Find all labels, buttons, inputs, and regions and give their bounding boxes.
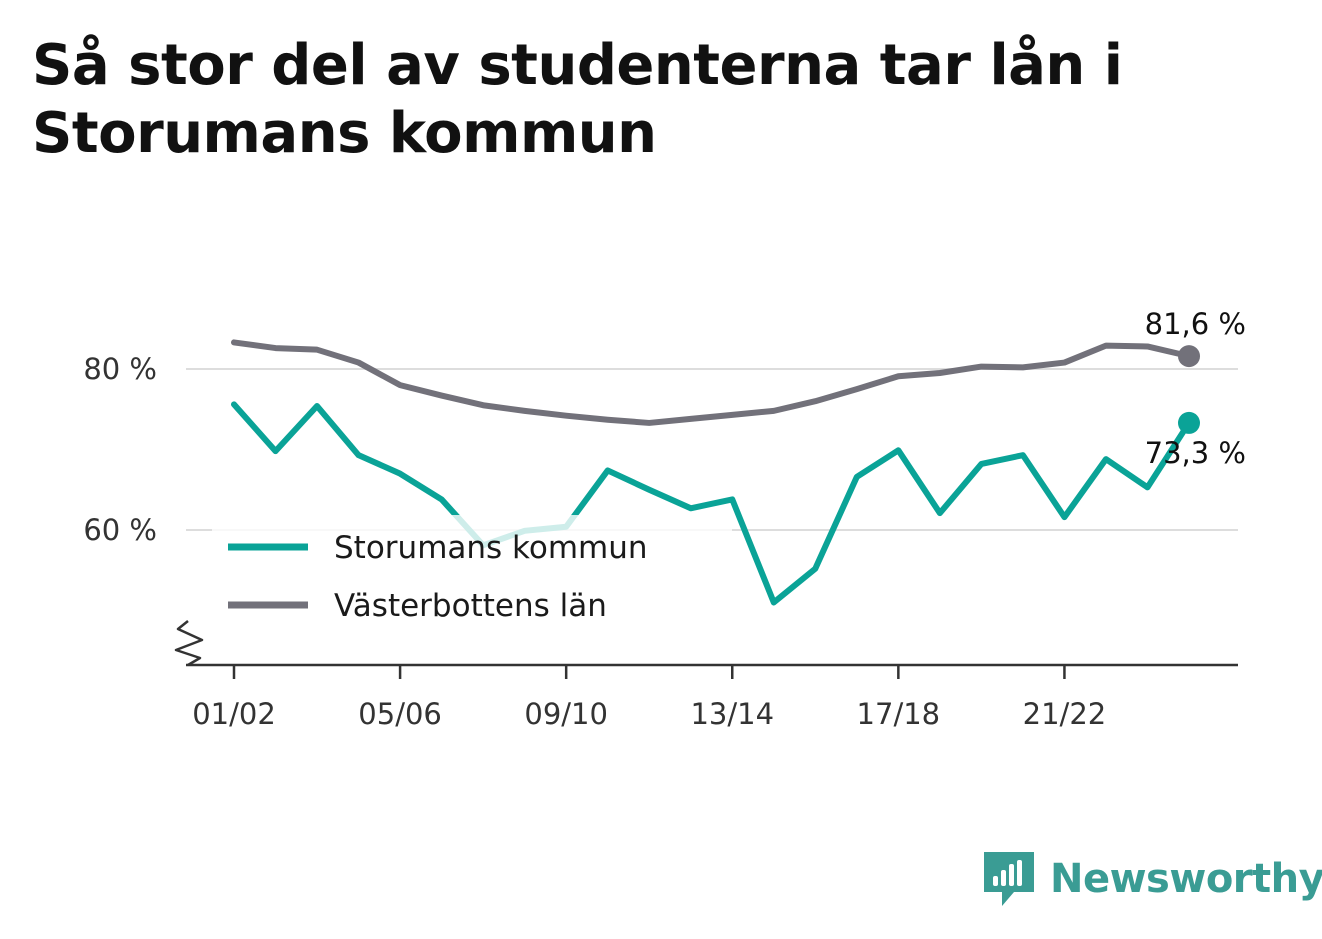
series-lines — [231, 339, 1192, 606]
legend-backdrop — [212, 515, 732, 630]
y-axis-labels: 60 % 80 % — [83, 352, 157, 547]
x-tick-label: 17/18 — [857, 697, 941, 731]
end-value-label: 81,6 % — [1145, 307, 1246, 341]
series-line — [231, 339, 1192, 426]
series-end-point — [1178, 345, 1200, 368]
chart-title: Så stor del av studenterna tar lån i Sto… — [32, 33, 1123, 166]
series-line — [231, 401, 1192, 606]
x-tick-label: 09/10 — [524, 697, 608, 731]
y-tick-label: 80 % — [83, 352, 157, 386]
y-tick-label: 60 % — [83, 513, 157, 547]
end-value-labels: 73,3 % 81,6 % — [1145, 307, 1246, 470]
newsworthy-logo-icon — [984, 852, 1034, 906]
y-axis-break — [174, 620, 204, 667]
legend: Storumans kommun Västerbottens län — [212, 515, 732, 630]
series-end-point — [1178, 411, 1200, 434]
end-value-label: 73,3 % — [1145, 436, 1246, 470]
legend-label: Västerbottens län — [334, 588, 607, 624]
x-tick-label: 13/14 — [690, 697, 774, 731]
x-tick-label: 01/02 — [192, 697, 276, 731]
newsworthy-brand: Newsworthy — [980, 848, 1322, 910]
legend-label: Storumans kommun — [334, 530, 648, 566]
x-axis: 01/02 05/06 09/10 13/14 17/18 21/22 — [174, 620, 1238, 731]
x-tick-label: 05/06 — [358, 697, 442, 731]
brand-name: Newsworthy — [1050, 856, 1322, 902]
x-tick-label: 21/22 — [1023, 697, 1107, 731]
